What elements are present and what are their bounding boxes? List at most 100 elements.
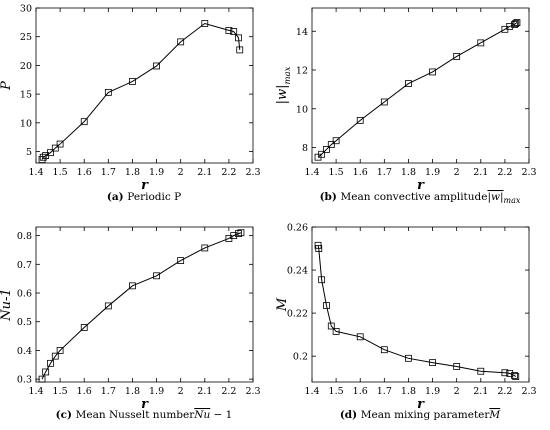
data-point	[230, 232, 238, 240]
panel-caption: (b) Mean convective amplitude|w|max	[320, 191, 521, 205]
y-tick-label: 5	[26, 147, 32, 158]
data-point	[318, 276, 326, 284]
x-tick-label: 1.4	[28, 167, 43, 178]
y-axis-label-sub: max	[283, 66, 293, 84]
data-point	[104, 88, 112, 96]
data-point	[327, 322, 335, 330]
data-point	[201, 20, 209, 27]
x-tick-label: 1.6	[353, 386, 368, 397]
caption-panel-label: (a)	[107, 191, 127, 203]
x-tick-label: 1.9	[425, 167, 440, 178]
y-axis-label-main: Nu-1	[0, 288, 14, 321]
data-point	[153, 272, 160, 280]
data-point	[513, 19, 521, 26]
y-tick-label: 0.8	[17, 231, 32, 242]
data-point	[453, 363, 461, 370]
x-tick-label: 1.8	[125, 386, 140, 397]
data-point	[51, 352, 59, 360]
x-tick-label: 2.1	[197, 386, 212, 397]
data-point	[153, 62, 160, 70]
x-tick-label: 2	[454, 386, 460, 397]
series-line	[41, 22, 241, 160]
series-line	[317, 245, 517, 377]
caption-panel-label: (b)	[320, 191, 341, 203]
data-point	[511, 372, 518, 379]
data-point	[327, 141, 335, 148]
data-point	[38, 375, 46, 383]
x-tick-label: 1.9	[425, 386, 440, 397]
x-tick-label: 2	[454, 167, 460, 178]
y-tick-label: 25	[20, 32, 32, 43]
series-line	[317, 22, 518, 158]
plot-frame	[35, 226, 254, 383]
y-tick-label: 15	[20, 90, 32, 101]
data-point	[429, 359, 436, 367]
data-point	[356, 116, 364, 124]
x-tick-label: 1.5	[329, 386, 344, 397]
data-point	[80, 118, 88, 126]
y-tick-label: 0.2	[293, 352, 308, 363]
data-point	[477, 39, 485, 47]
caption-math: Nu	[193, 409, 210, 421]
caption-math: |w|	[487, 191, 503, 204]
x-tick-label: 2.1	[473, 167, 488, 178]
plot-frame	[35, 7, 254, 164]
y-tick-label: 0.4	[17, 346, 32, 357]
x-tick-label: 1.6	[77, 386, 92, 397]
data-point	[356, 333, 364, 341]
y-tick-label: 14	[296, 27, 308, 38]
x-tick-label: 1.8	[401, 167, 416, 178]
y-tick-label: 30	[20, 4, 32, 15]
chart-panel-3: 1.4 1.5 1.6 1.7 1.8 1.9 2 2.1 2.2 2.3 0.3 0.4 0.5 0.6…	[0, 226, 261, 421]
y-axis-label: P	[0, 81, 14, 91]
caption-math-tail: − 1	[210, 409, 232, 421]
y-tick-label: 0.6	[17, 289, 32, 300]
x-tick-label: 1.8	[125, 167, 140, 178]
caption-text: Mean convective amplitude	[341, 191, 488, 203]
data-point	[42, 368, 50, 376]
x-tick-label: 2.2	[497, 167, 512, 178]
x-tick-label: 1.7	[377, 386, 392, 397]
data-point	[380, 346, 388, 354]
y-axis-label-main: P	[0, 81, 14, 91]
x-tick-label: 1.8	[401, 386, 416, 397]
x-tick-label: 1.5	[53, 386, 68, 397]
data-point	[501, 369, 509, 377]
data-point	[56, 347, 64, 354]
x-axis-label: r	[141, 397, 149, 412]
x-tick-label: 2.1	[197, 167, 212, 178]
data-point	[129, 282, 136, 290]
x-tick-label: 1.5	[329, 167, 344, 178]
y-tick-label: 10	[20, 118, 32, 129]
y-tick-label: 0.24	[287, 266, 308, 277]
chart-panel-4: 1.4 1.5 1.6 1.7 1.8 1.9 2 2.1 2.2 2.3 0.2 0.22 0.24 0…	[275, 223, 537, 422]
data-point	[56, 140, 64, 148]
y-tick-label: 0.7	[17, 260, 32, 271]
x-tick-label: 2	[178, 167, 184, 178]
data-point	[230, 28, 238, 35]
x-tick-label: 2.2	[221, 167, 236, 178]
data-point	[453, 53, 461, 60]
data-point	[315, 245, 323, 252]
data-point	[201, 244, 209, 252]
x-tick-label: 1.4	[304, 386, 319, 397]
y-tick-label: 10	[296, 104, 308, 115]
x-tick-label: 2.2	[497, 386, 512, 397]
panel-caption: (d) Mean mixing parameterM	[340, 409, 501, 421]
data-point	[236, 46, 244, 54]
data-point	[405, 80, 412, 87]
plot-frame	[311, 226, 530, 383]
caption-panel-label: (d)	[340, 409, 361, 421]
x-tick-label: 2.3	[521, 167, 536, 178]
y-axis-label-main: |w|	[275, 85, 290, 105]
data-point	[104, 302, 112, 310]
x-tick-label: 1.9	[149, 386, 164, 397]
caption-panel-label: (c)	[56, 409, 76, 421]
data-point	[318, 150, 326, 158]
x-axis-label: r	[141, 178, 149, 193]
caption-text: Mean mixing parameter	[361, 409, 491, 421]
y-axis-label-main: M	[275, 297, 290, 312]
y-tick-label: 0.3	[17, 375, 32, 386]
y-tick-label: 20	[20, 61, 32, 72]
